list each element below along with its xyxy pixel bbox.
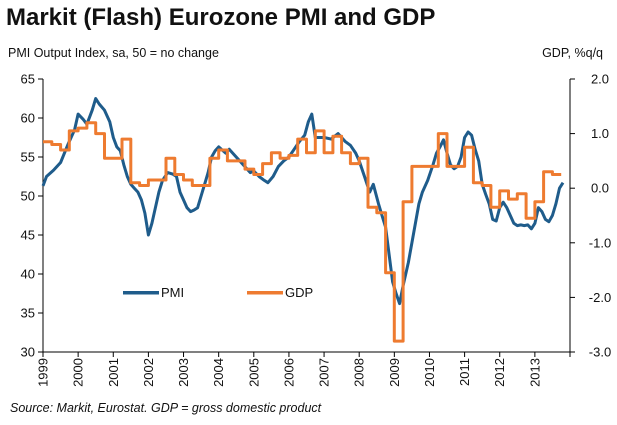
legend-label-pmi: PMI	[161, 285, 184, 300]
left-tick-label: 50	[21, 189, 35, 204]
x-tick-label: 2008	[352, 358, 367, 387]
x-tick-label: 2002	[141, 358, 156, 387]
x-tick-label: 2009	[387, 358, 402, 387]
right-tick-label: -1.0	[589, 235, 611, 250]
left-tick-label: 40	[21, 267, 35, 282]
x-tick-label: 2003	[176, 358, 191, 387]
left-tick-label: 55	[21, 150, 35, 165]
right-tick-label: 1.0	[591, 126, 609, 141]
source-note: Source: Markit, Eurostat. GDP = gross do…	[10, 401, 322, 415]
x-tick-label: 2001	[106, 358, 121, 387]
left-tick-label: 65	[21, 72, 35, 87]
x-tick-label: 2004	[211, 358, 226, 387]
chart-title: Markit (Flash) Eurozone PMI and GDP	[6, 4, 436, 31]
left-tick-label: 45	[21, 228, 35, 243]
series-line-gdp	[43, 121, 562, 343]
right-tick-label: 0.0	[591, 181, 609, 196]
right-tick-label: -3.0	[589, 345, 611, 360]
x-tick-label: 2011	[457, 358, 472, 386]
x-tick-label: 2010	[422, 358, 437, 387]
right-tick-label: 2.0	[591, 72, 609, 87]
left-tick-label: 30	[21, 345, 35, 360]
left-axis-label: PMI Output Index, sa, 50 = no change	[8, 46, 219, 60]
x-tick-label: 2007	[317, 358, 332, 387]
left-tick-label: 35	[21, 306, 35, 321]
x-tick-label: 2000	[71, 358, 86, 387]
x-tick-label: 1999	[36, 358, 51, 387]
x-tick-label: 2012	[492, 358, 507, 387]
x-tick-label: 2005	[246, 358, 261, 387]
x-tick-label: 2013	[527, 358, 542, 387]
x-tick-label: 2006	[281, 358, 296, 387]
legend-label-gdp: GDP	[285, 285, 313, 300]
right-axis-label: GDP, %q/q	[542, 46, 603, 60]
left-tick-label: 60	[21, 111, 35, 126]
right-tick-label: -2.0	[589, 290, 611, 305]
series-line-pmi	[41, 97, 565, 306]
